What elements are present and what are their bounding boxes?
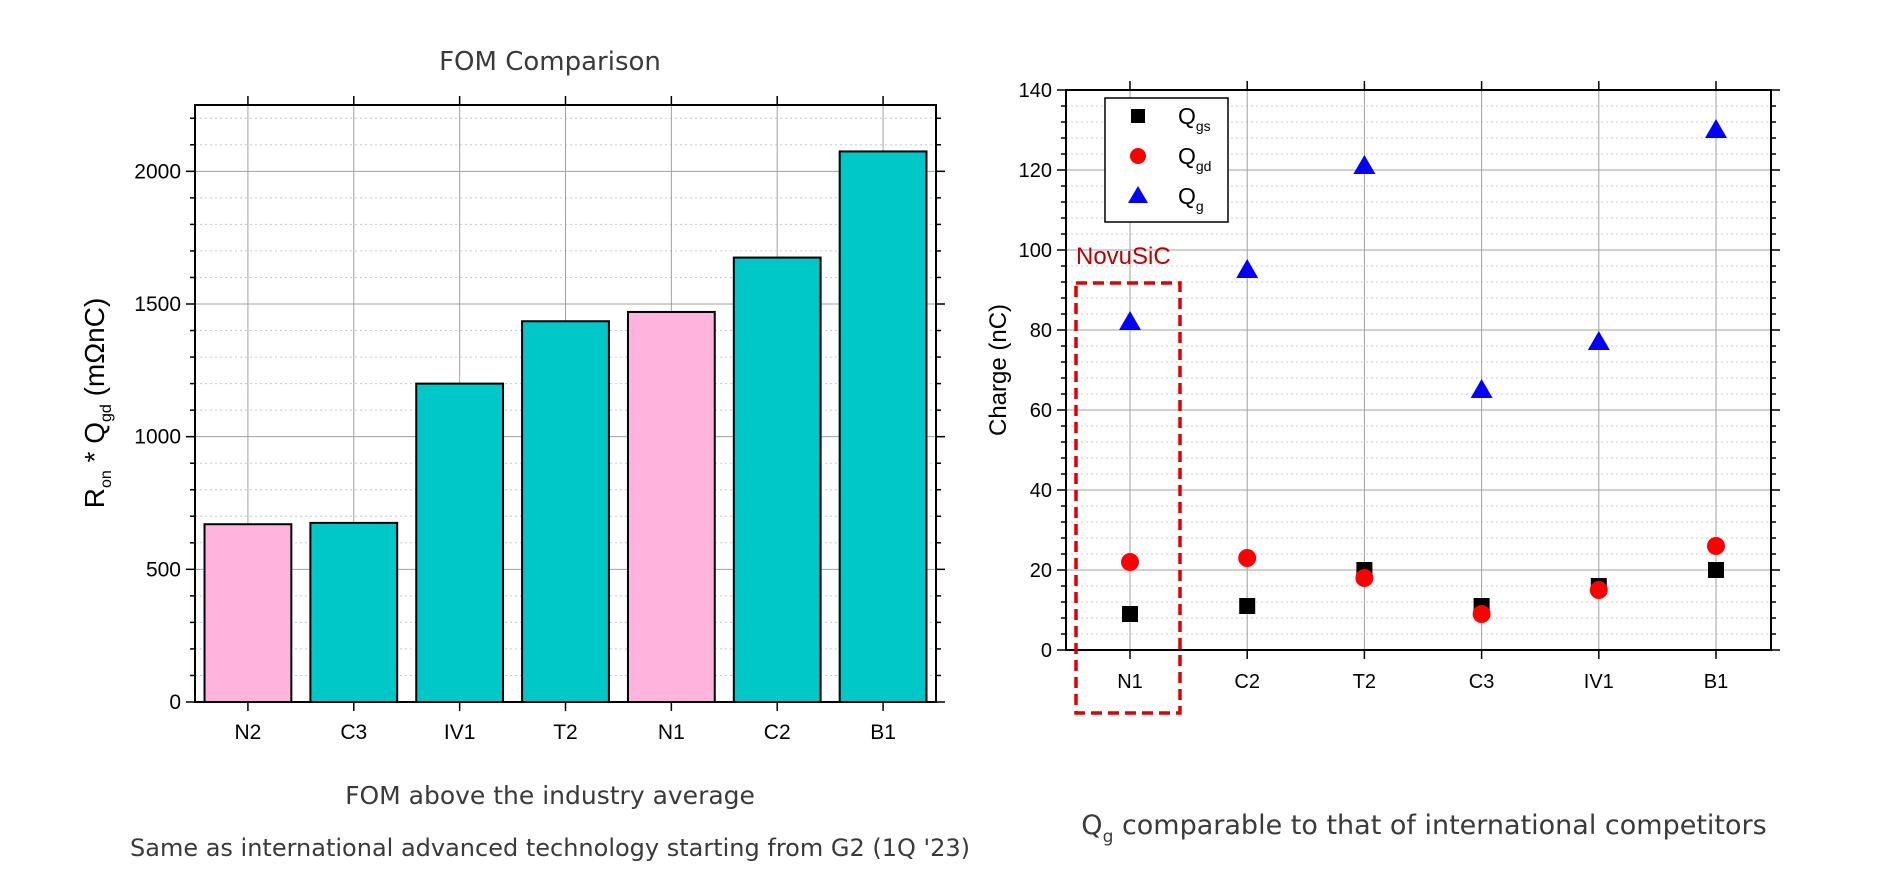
left-y-tick-label: 0	[169, 691, 181, 714]
point-Qgd-IV1	[1589, 581, 1608, 599]
right-y-tick-label: 20	[1030, 560, 1052, 582]
point-Qgs-N1	[1122, 606, 1138, 622]
right-x-tick-label: C3	[1469, 671, 1495, 693]
right-y-tick-label: 120	[1019, 160, 1052, 182]
point-Qg-C3	[1470, 379, 1493, 398]
point-Qg-IV1	[1587, 331, 1610, 350]
right-x-tick-label: T2	[1353, 671, 1376, 693]
bar-C2	[732, 256, 822, 703]
legend: Qgs Qgd Qg	[1104, 97, 1229, 223]
left-bars	[203, 150, 928, 704]
right-x-ticks: N1 C2 T2 C3 IV1 B1	[1117, 81, 1728, 693]
right-y-tick-label: 40	[1030, 480, 1052, 502]
right-y-tick-label: 80	[1030, 320, 1052, 342]
point-Qg-T2	[1353, 155, 1376, 174]
right-x-tick-label: C2	[1234, 671, 1260, 693]
bar-N1	[626, 310, 716, 703]
legend-marker-Qgs	[1131, 109, 1145, 123]
point-Qg-B1	[1705, 119, 1727, 138]
legend-label-Qgs: Qgs	[1178, 103, 1211, 134]
right-y-ticks: 0 20 40 60 80 100 120 140	[1019, 80, 1780, 662]
left-x-tick-label: IV1	[444, 721, 476, 744]
left-y-ticks: 0 500 1000 1500 2000	[134, 117, 945, 714]
left-x-tick-label: N1	[658, 721, 685, 744]
legend-label-Qgd: Qgd	[1178, 143, 1211, 174]
charge-scatter-chart: 0 20 40 60 80 100 120 140 N1 C2 T2 C3 IV1 B1 Charge …	[985, 80, 1780, 847]
bar-N2	[203, 523, 293, 704]
point-Qgd-C3	[1472, 605, 1491, 623]
bar-IV1	[415, 382, 505, 703]
left-caption-line1: FOM above the industry average	[345, 781, 755, 810]
left-y-axis-label: Ron * Qgd (mΩnC)	[79, 298, 115, 509]
point-Qgs-B1	[1708, 562, 1724, 578]
left-y-tick-label: 500	[146, 558, 181, 581]
bar-T2	[521, 320, 610, 703]
left-x-tick-label: T2	[553, 721, 578, 744]
left-x-tick-label: N2	[234, 721, 261, 744]
right-y-tick-label: 100	[1019, 240, 1052, 262]
right-y-tick-label: 140	[1019, 80, 1052, 102]
right-y-tick-label: 60	[1030, 400, 1052, 422]
left-x-tick-label: C3	[340, 721, 367, 744]
legend-marker-Qg	[1128, 186, 1148, 203]
point-Qgd-T2	[1355, 569, 1374, 587]
right-y-tick-label: 0	[1041, 640, 1052, 662]
right-x-tick-label: N1	[1117, 671, 1143, 693]
novusic-label: NovuSiC	[1076, 243, 1171, 270]
chart-title: FOM Comparison	[439, 47, 661, 77]
point-Qg-C2	[1236, 259, 1259, 278]
point-Qgd-C2	[1238, 549, 1257, 567]
right-plot-frame	[1065, 89, 1772, 651]
right-data-points	[1119, 119, 1727, 623]
bar-C3	[309, 521, 399, 704]
legend-items: Qgs Qgd Qg	[1128, 103, 1211, 214]
right-caption: Qg comparable to that of international c…	[1081, 810, 1766, 847]
novusic-highlight-box	[1074, 281, 1182, 715]
point-Qg-N1	[1119, 311, 1141, 330]
right-x-tick-label: IV1	[1584, 671, 1614, 693]
left-x-tick-label: C2	[764, 721, 791, 744]
left-x-tick-label: B1	[870, 721, 896, 744]
legend-box	[1104, 97, 1229, 223]
legend-label-Qg: Qg	[1178, 183, 1204, 214]
point-Qgs-C2	[1239, 598, 1256, 614]
left-y-tick-label: 1000	[134, 426, 181, 449]
point-Qgd-N1	[1121, 553, 1139, 571]
bar-B1	[838, 150, 928, 703]
right-y-axis-label: Charge (nC)	[985, 304, 1012, 436]
left-y-tick-label: 1500	[134, 293, 181, 316]
fom-bar-chart: FOM Comparison 0 500 1000 1500 2000 N2 C3 IV1 T…	[79, 47, 970, 862]
left-x-ticks: N2 C3 IV1 T2 N1 C2 B1	[234, 96, 896, 744]
left-y-tick-label: 2000	[134, 160, 181, 183]
point-Qgd-B1	[1707, 537, 1725, 555]
left-caption-line2: Same as international advanced technolog…	[130, 834, 970, 862]
right-x-tick-label: B1	[1704, 671, 1728, 693]
legend-marker-Qgd	[1130, 148, 1146, 164]
